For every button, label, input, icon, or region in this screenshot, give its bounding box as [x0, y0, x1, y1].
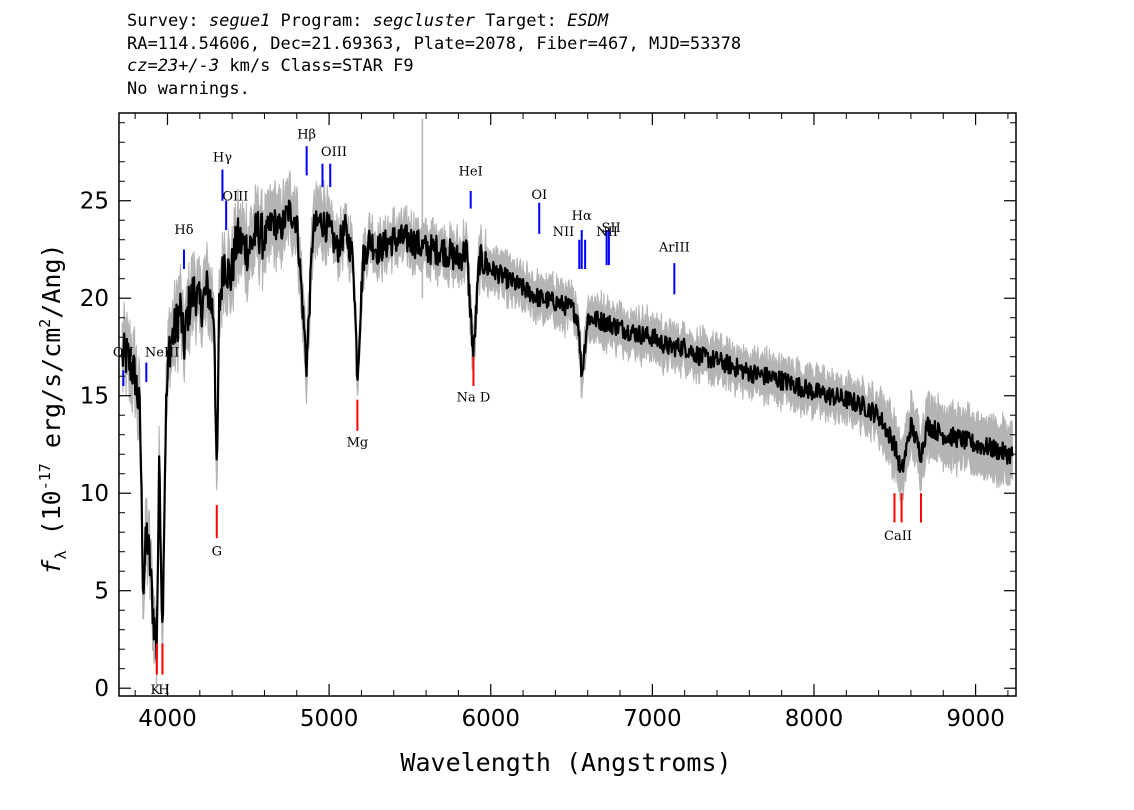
emission-line-label: SII	[602, 221, 621, 236]
emission-line-label: OIII	[222, 190, 248, 205]
y-axis-title-sub: λ	[52, 550, 70, 559]
program-value: segcluster	[372, 11, 476, 31]
x-tick-label: 7000	[623, 706, 682, 732]
spectrum-header: Survey: segue1 Program: segcluster Targe…	[127, 10, 741, 100]
x-tick-label: 4000	[138, 706, 197, 732]
y-axis-title-f: f	[37, 559, 66, 575]
y-tick-label: 25	[80, 189, 109, 215]
header-line-warnings: No warnings.	[127, 78, 250, 99]
target-value: ESDM	[567, 11, 609, 31]
header-line-coordinates: RA=114.54606, Dec=21.69363, Plate=2078, …	[127, 33, 742, 54]
emission-line-label: Hδ	[174, 223, 193, 238]
program-label: Program:	[270, 11, 373, 31]
emission-line-label: NII	[596, 225, 618, 240]
x-tick-label: 9000	[946, 706, 1005, 732]
spectral-lines-layer: OII NeIIIHδHγOIIIHβOIIIHeIOINIIHαNIISIIAr…	[113, 127, 922, 698]
y-axis-title: fλ (10-17 erg/s/cm2/Ang)	[36, 243, 70, 574]
y-axis-title-pre: (10	[37, 490, 66, 550]
spectrum-layer	[121, 199, 1014, 661]
absorption-line-label: K	[151, 683, 161, 698]
emission-line-label: Hγ	[213, 151, 232, 166]
emission-line-label: NII	[553, 225, 575, 240]
emission-line-label: ArIII	[658, 240, 690, 255]
redshift-value: cz=23+/-3	[127, 56, 220, 76]
emission-line-label: HeI	[459, 164, 483, 179]
plot-frame	[118, 112, 1017, 697]
axes-layer: 4000 5000 6000 7000 8000 9000 0 5 10 15 20 25	[80, 112, 1017, 732]
error-band-layer	[121, 118, 1013, 690]
x-axis-title: Wavelength (Angstroms)	[400, 748, 731, 777]
absorption-line-label: G	[212, 545, 222, 560]
y-axis-title-post: /Ang)	[37, 243, 66, 318]
y-tick-label: 5	[94, 579, 109, 605]
y-tick-label: 0	[94, 676, 109, 702]
survey-value: segue1	[208, 11, 271, 31]
emission-line-label: Hα	[572, 209, 592, 224]
y-tick-label: 20	[80, 286, 109, 312]
spectrum-line	[121, 199, 1014, 661]
absorption-line-label: Mg	[347, 435, 369, 450]
emission-line-label: OII	[113, 346, 134, 361]
survey-label: Survey:	[127, 11, 209, 31]
absorption-line-label: CaII	[884, 529, 912, 544]
x-tick-label: 5000	[300, 706, 359, 732]
emission-line-label: OI	[531, 188, 547, 203]
x-tick-label: 6000	[461, 706, 520, 732]
class-text: km/s Class=STAR F9	[219, 56, 414, 76]
y-axis-title-mid: erg/s/cm	[37, 328, 66, 463]
absorption-line-label: H	[158, 683, 169, 698]
error-band	[121, 170, 1013, 690]
y-tick-label: 15	[80, 384, 109, 410]
y-tick-label: 10	[80, 481, 109, 507]
emission-line-label: Hβ	[297, 127, 316, 142]
emission-line-label: OIII	[321, 145, 347, 160]
y-axis-title-sup2: 2	[36, 319, 54, 328]
header-line-class: cz=23+/-3 km/s Class=STAR F9	[127, 55, 741, 78]
target-label: Target:	[475, 11, 568, 31]
absorption-line-label: Na D	[457, 391, 491, 406]
emission-line-label: NeIII	[145, 346, 179, 361]
y-axis-title-sup1: -17	[36, 463, 54, 490]
header-line-survey: Survey: segue1 Program: segcluster Targe…	[127, 10, 741, 33]
x-tick-label: 8000	[785, 706, 844, 732]
